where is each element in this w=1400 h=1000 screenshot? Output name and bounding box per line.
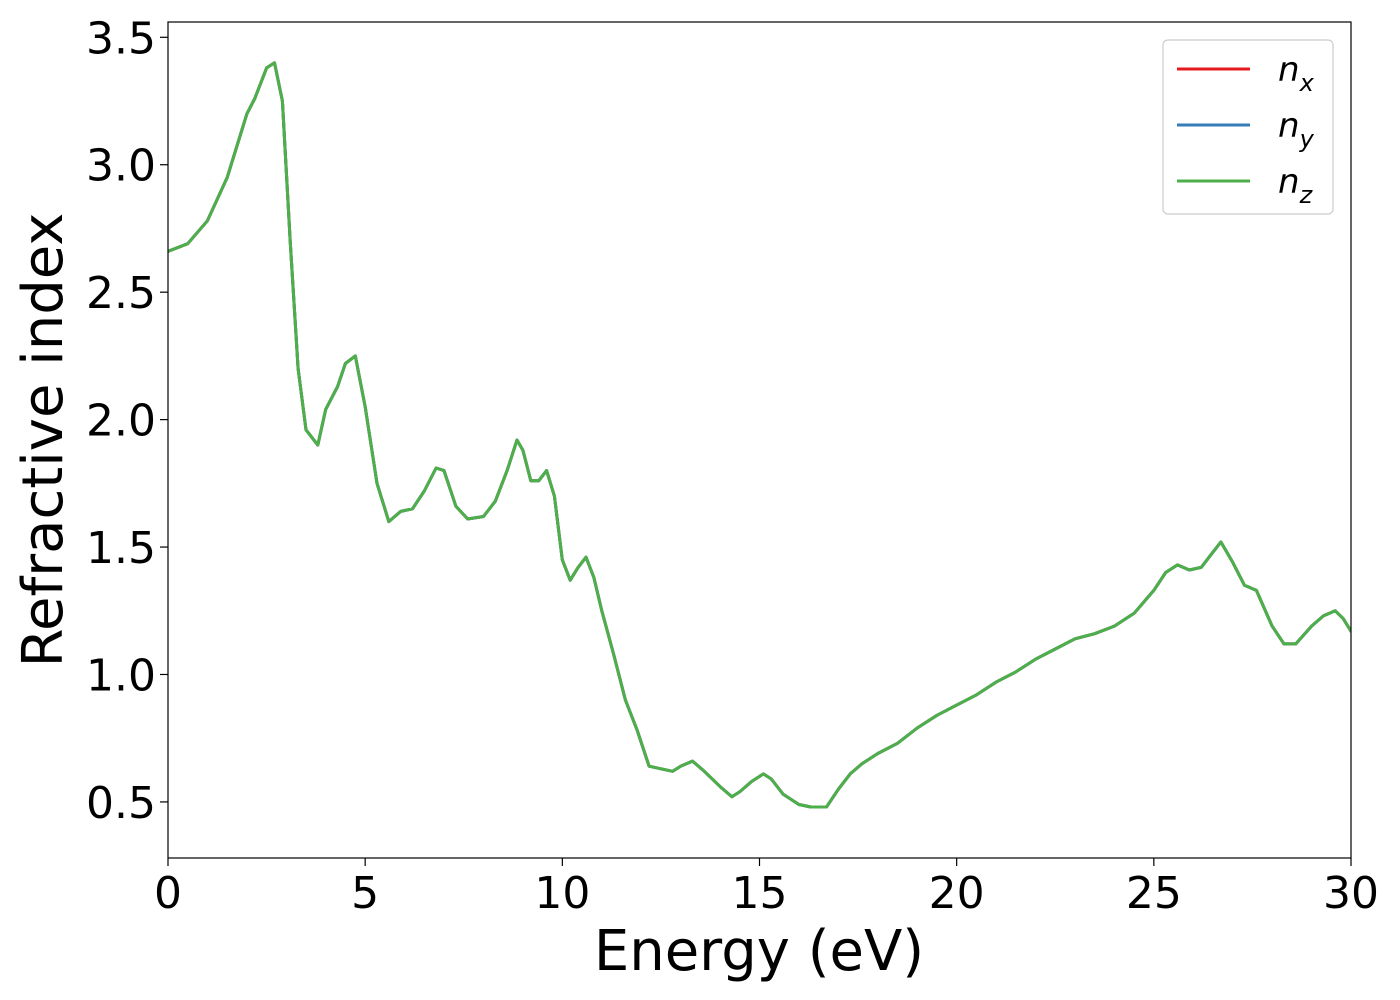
series-line-z <box>168 61 1351 809</box>
x-axis-title: Energy (eV) <box>594 919 924 984</box>
legend-label-y: ny <box>1278 106 1315 153</box>
legend-box <box>1162 39 1334 215</box>
y-tick-label: 2.5 <box>86 268 156 319</box>
y-tick-label: 3.5 <box>86 13 156 64</box>
legend: nx ny nz <box>1162 39 1334 215</box>
x-tick-label: 25 <box>1126 868 1182 919</box>
y-tick-label: 2.0 <box>86 396 156 447</box>
y-tick-label: 1.5 <box>86 523 156 574</box>
series-layer <box>168 61 1351 809</box>
x-tick-label: 20 <box>929 868 985 919</box>
x-tick-label: 30 <box>1323 868 1379 919</box>
x-tick-label: 0 <box>154 868 182 919</box>
x-tick-label: 10 <box>534 868 590 919</box>
axes-layer: 0 5 10 15 20 25 30 0.5 1.0 1.5 2.0 2.5 3.0 3.5 <box>86 13 1379 919</box>
x-tick-label: 15 <box>732 868 788 919</box>
y-tick-label: 1.0 <box>86 650 156 701</box>
y-tick-label: 3.0 <box>86 141 156 192</box>
legend-label-x: nx <box>1278 50 1315 97</box>
x-tick-label: 5 <box>351 868 379 919</box>
legend-label-z: nz <box>1278 162 1314 209</box>
y-axis-title: Refractive index <box>11 213 76 668</box>
y-tick-label: 0.5 <box>86 778 156 829</box>
